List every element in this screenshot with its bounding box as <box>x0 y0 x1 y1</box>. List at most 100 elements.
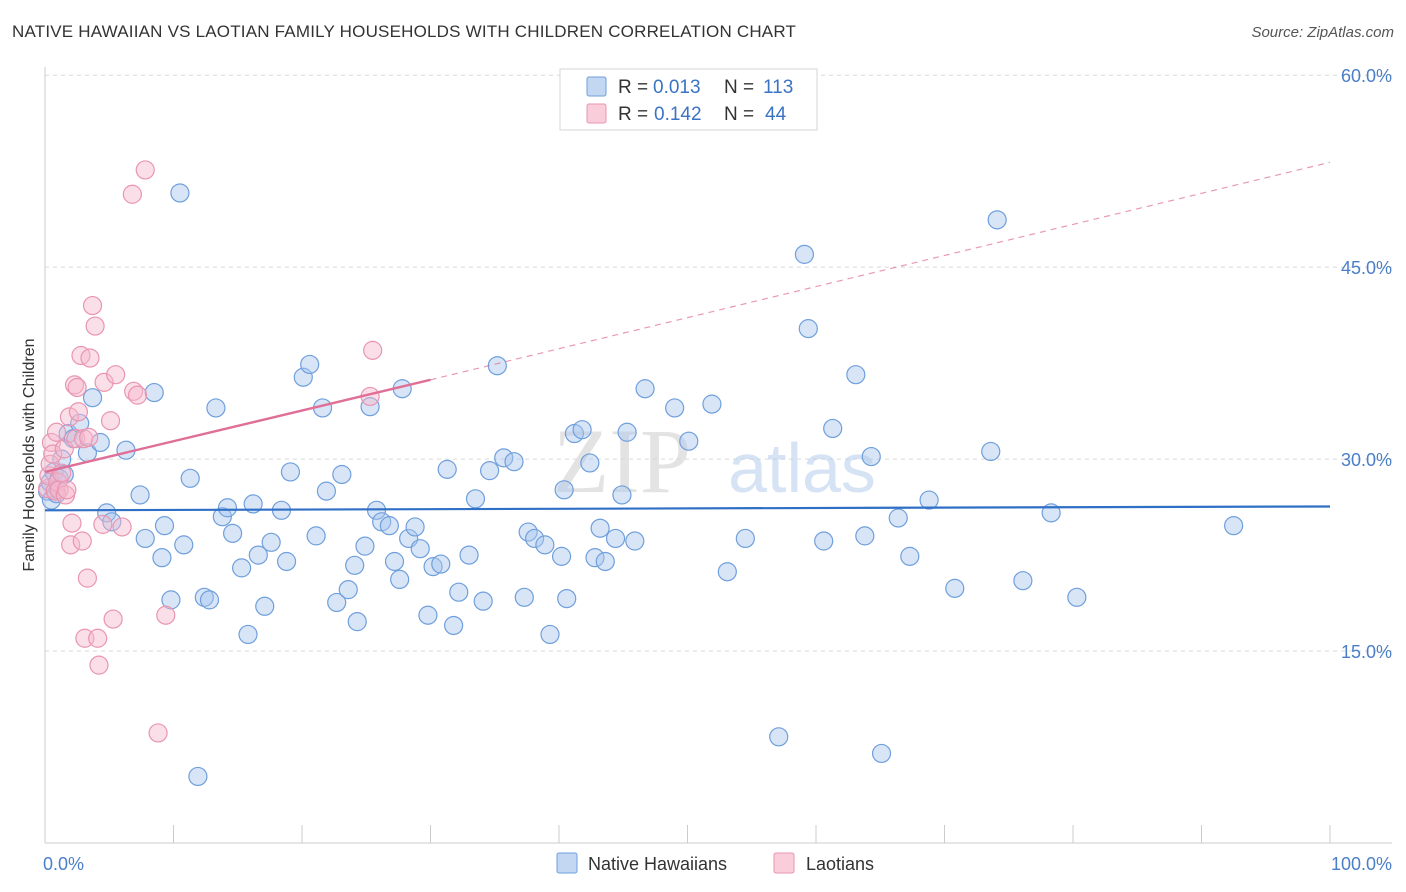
data-point-native-hawaiian <box>585 548 605 568</box>
data-point-native-hawaiian <box>161 590 181 610</box>
chart-title: NATIVE HAWAIIAN VS LAOTIAN FAMILY HOUSEH… <box>12 22 797 41</box>
data-point-native-hawaiian <box>1224 516 1244 536</box>
data-point-native-hawaiian <box>130 485 150 505</box>
data-point-native-hawaiian <box>1013 571 1033 591</box>
y-tick-labels: 15.0% 30.0% 45.0% 60.0% <box>1341 66 1392 662</box>
data-point-laotian <box>363 340 383 360</box>
data-point-native-hawaiian <box>355 536 375 556</box>
data-point-laotian <box>64 375 85 395</box>
data-point-laotian <box>148 723 168 743</box>
data-point-native-hawaiian <box>431 554 451 574</box>
data-point-native-hawaiian <box>410 539 430 559</box>
data-point-laotian <box>127 385 148 405</box>
data-point-native-hawaiian <box>199 590 220 610</box>
data-point-native-hawaiian <box>188 766 208 787</box>
data-point-native-hawaiian <box>82 388 103 408</box>
data-point-laotian <box>61 535 81 555</box>
data-point-native-hawaiian <box>487 356 507 376</box>
data-point-laotian <box>67 377 87 398</box>
watermark: ZIP atlas <box>553 410 876 512</box>
data-point-native-hawaiian <box>665 398 685 418</box>
data-point-laotian <box>59 407 80 427</box>
data-point-native-hawaiian <box>97 503 117 523</box>
data-point-laotian <box>49 480 69 500</box>
data-point-native-hawaiian <box>418 605 438 625</box>
data-point-native-hawaiian <box>702 394 722 414</box>
data-point-laotian <box>89 655 109 675</box>
data-point-native-hawaiian <box>144 382 164 403</box>
x-tick-label-min: 0.0% <box>43 854 84 874</box>
data-point-native-hawaiian <box>590 518 610 538</box>
data-point-native-hawaiian <box>987 210 1007 230</box>
legend-swatch-pink <box>586 103 607 124</box>
data-point-native-hawaiian <box>327 592 347 613</box>
data-point-native-hawaiian <box>449 582 469 602</box>
data-point-native-hawaiian <box>212 507 232 527</box>
data-point-laotian <box>93 514 113 534</box>
legend-n-value: 44 <box>765 104 787 125</box>
data-point-laotian <box>72 531 92 551</box>
data-point-native-hawaiian <box>524 528 545 549</box>
data-point-native-hawaiian <box>540 624 560 645</box>
data-point-native-hawaiian <box>174 535 194 555</box>
data-point-native-hawaiian <box>276 551 297 572</box>
data-point-native-hawaiian <box>494 448 514 468</box>
data-point-native-hawaiian <box>551 546 572 566</box>
y-tick-label: 15.0% <box>1341 642 1392 662</box>
data-point-native-hawaiian <box>347 612 367 632</box>
data-point-native-hawaiian <box>300 354 320 375</box>
y-tick-label: 30.0% <box>1341 450 1392 470</box>
data-point-laotian <box>106 365 126 385</box>
data-point-native-hawaiian <box>154 516 175 536</box>
data-point-native-hawaiian <box>798 319 818 339</box>
data-point-native-hawaiian <box>735 528 755 549</box>
bottom-legend-label: Laotians <box>806 854 874 874</box>
data-point-native-hawaiian <box>306 526 326 546</box>
data-point-native-hawaiian <box>135 528 155 549</box>
data-point-native-hawaiian <box>769 727 789 747</box>
data-point-native-hawaiian <box>206 398 226 418</box>
data-point-native-hawaiian <box>823 418 843 439</box>
data-point-native-hawaiian <box>390 569 410 590</box>
data-point-native-hawaiian <box>794 244 815 264</box>
data-point-native-hawaiian <box>945 578 965 598</box>
data-point-native-hawaiian <box>459 545 479 565</box>
data-point-native-hawaiian <box>504 452 524 472</box>
data-point-laotian <box>85 316 105 336</box>
watermark-atlas: atlas <box>728 429 876 507</box>
data-point-laotian <box>112 517 132 537</box>
data-point-native-hawaiian <box>423 557 443 577</box>
legend-r-label: R = <box>618 104 648 125</box>
data-point-laotian <box>124 381 144 401</box>
data-point-laotian <box>68 402 89 422</box>
data-point-native-hawaiian <box>332 464 352 485</box>
data-point-laotian <box>43 444 63 464</box>
data-point-native-hawaiian <box>232 558 252 578</box>
data-point-laotian <box>82 295 103 316</box>
data-point-native-hawaiian <box>814 531 834 551</box>
data-point-native-hawaiian <box>223 523 243 543</box>
data-point-native-hawaiian <box>919 490 939 510</box>
data-point-native-hawaiian <box>612 485 632 505</box>
bottom-legend-label: Native Hawaiians <box>588 854 727 874</box>
data-point-native-hawaiian <box>679 431 699 451</box>
x-tick-label-max: 100.0% <box>1331 854 1392 874</box>
bottom-legend: Native Hawaiians Laotians <box>556 852 874 874</box>
axes <box>44 67 1392 844</box>
gridlines <box>45 74 1392 652</box>
data-point-laotian <box>94 372 114 392</box>
trend-line-laotians-extension <box>430 161 1331 381</box>
data-point-native-hawaiian <box>243 494 263 514</box>
data-point-native-hawaiian <box>605 528 626 549</box>
data-point-native-hawaiian <box>405 517 425 537</box>
data-point-native-hawaiian <box>871 743 892 764</box>
data-point-native-hawaiian <box>572 420 592 440</box>
data-point-native-hawaiian <box>855 526 875 546</box>
data-point-native-hawaiian <box>580 453 600 473</box>
data-point-native-hawaiian <box>1067 587 1087 607</box>
trend-lines <box>44 161 1331 512</box>
data-point-laotian <box>156 605 176 625</box>
data-point-native-hawaiian <box>900 546 920 566</box>
legend-r-label: R = <box>618 77 648 98</box>
legend-box: R = 0.013 N = 113 R = 0.142 N = 44 <box>559 68 818 131</box>
